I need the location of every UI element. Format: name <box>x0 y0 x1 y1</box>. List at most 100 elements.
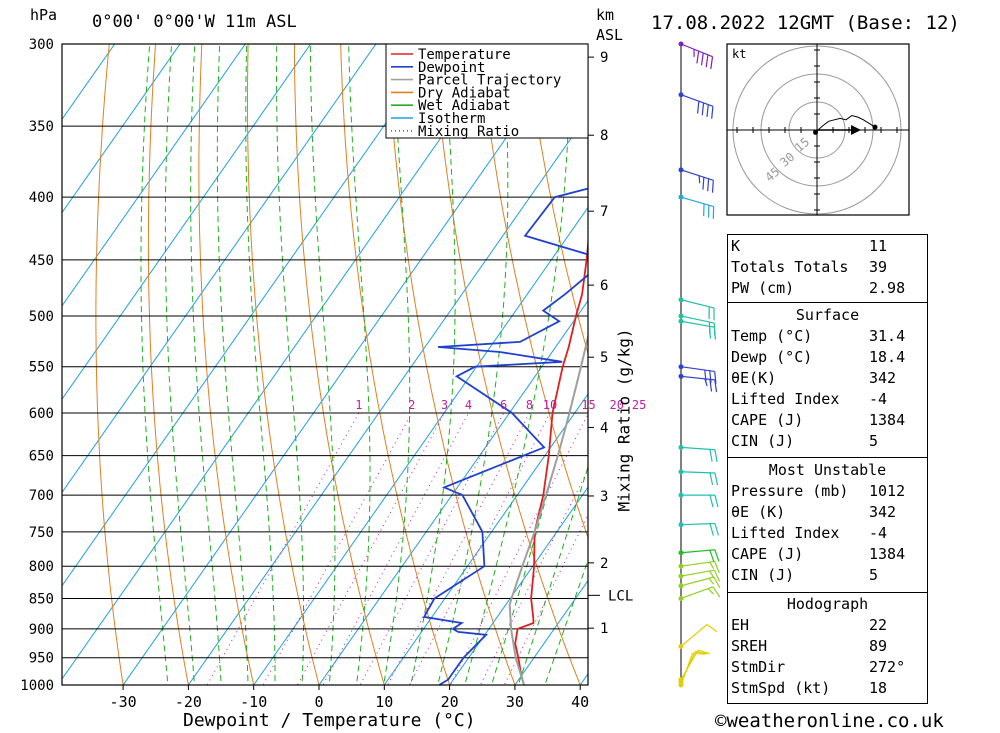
hodograph-stat-value: 22 <box>869 616 888 634</box>
most-unstable-value: 1012 <box>869 482 906 500</box>
surface-row: Lifted Index -4 <box>727 389 928 410</box>
wet-adiabat-line <box>383 44 411 685</box>
pressure-tick-label: 550 <box>29 360 54 376</box>
dry-adiabat-line <box>432 44 581 685</box>
surface-row: Dewp (°C) 18.4 <box>727 347 928 368</box>
surface-row: CAPE (J) 1384 <box>727 410 928 431</box>
index-label: PW (cm) <box>731 279 795 297</box>
hodograph-stats-table: Hodograph EH 22 SREH 89 StmDir 272° StmSpd (kt… <box>727 594 928 699</box>
mixing-ratio-line <box>322 412 469 685</box>
dry-adiabat-line <box>478 44 588 539</box>
legend-entry: Mixing Ratio <box>418 124 519 140</box>
wet-adiabat-line <box>245 44 276 685</box>
x-tick-label: -20 <box>175 693 202 711</box>
dry-adiabat-line <box>95 44 124 685</box>
most-unstable-row: θE (K) 342 <box>727 502 928 523</box>
wet-adiabat-line <box>464 44 571 685</box>
surface-row: θE(K) 342 <box>727 368 928 389</box>
index-label: Totals Totals <box>731 258 849 276</box>
hodograph-stat-value: 18 <box>869 679 888 697</box>
km-tick-label: 9 <box>600 50 608 66</box>
legend-entry: Dewpoint <box>418 60 485 76</box>
mixing-ratio-label: 25 <box>632 398 646 412</box>
most-unstable-label: θE (K) <box>731 503 786 521</box>
datetime-title: 17.08.2022 12GMT (Base: 12) <box>651 12 960 34</box>
surface-label: CAPE (J) <box>731 411 804 429</box>
most-unstable-row: CIN (J) 5 <box>727 565 928 586</box>
mixing-ratio-label: 1 <box>355 398 362 412</box>
km-tick-label: 3 <box>600 489 608 505</box>
copyright-link[interactable]: ©weatheronline.co.uk <box>715 710 944 732</box>
mixing-ratio-label: 8 <box>526 398 533 412</box>
most-unstable-row: CAPE (J) 1384 <box>727 544 928 565</box>
wet-adiabat-line <box>190 44 222 685</box>
wind-barb <box>678 297 715 321</box>
wet-adiabat-line <box>490 333 588 685</box>
lcl-label: LCL <box>608 588 633 604</box>
wind-barb <box>678 469 719 486</box>
wind-barb <box>678 313 716 336</box>
wet-adiabat-line <box>517 465 588 685</box>
dry-adiabat-line <box>340 44 451 685</box>
isotherm-line <box>187 113 588 685</box>
pressure-tick-label: 500 <box>29 309 54 325</box>
wet-adiabat-line <box>309 44 336 685</box>
most-unstable-label: CAPE (J) <box>731 545 804 563</box>
index-row: K 11 <box>727 236 928 257</box>
plot-frame <box>61 43 589 686</box>
surface-label: Dewp (°C) <box>731 348 813 366</box>
mixing-ratio-label: 20 <box>610 398 624 412</box>
wind-barb <box>678 444 718 463</box>
dry-adiabat-line <box>198 44 255 685</box>
most-unstable-row: Pressure (mb) 1012 <box>727 481 928 502</box>
mixing-ratio-label: 2 <box>408 398 415 412</box>
wet-adiabat-line <box>216 44 249 685</box>
pressure-tick-label: 450 <box>29 253 54 269</box>
index-label: K <box>731 237 741 255</box>
index-row: PW (cm) 2.98 <box>727 278 928 299</box>
index-value: 11 <box>869 237 888 255</box>
wind-barb <box>678 194 715 219</box>
most-unstable-value: -4 <box>869 524 888 542</box>
pressure-tick-label: 300 <box>29 37 54 53</box>
mixing-ratio-axis-label: Mixing Ratio (g/kg) <box>614 328 634 512</box>
wind-barb <box>678 522 719 536</box>
most-unstable-value: 1384 <box>869 545 906 563</box>
x-tick-label: -10 <box>240 693 267 711</box>
surface-value: 5 <box>869 432 879 450</box>
legend-entry: Isotherm <box>418 111 485 127</box>
wind-barb <box>678 560 720 574</box>
isotherm-line <box>514 579 588 685</box>
wind-barb <box>678 549 720 563</box>
isotherm-line <box>62 44 312 401</box>
wind-barb <box>678 649 711 683</box>
legend-entry: Wet Adiabat <box>418 98 511 114</box>
surface-row: CIN (J) 5 <box>727 431 928 452</box>
hodograph-stats-title: Hodograph <box>786 595 869 613</box>
pressure-tick-label: 950 <box>29 651 54 667</box>
most-unstable-label: CIN (J) <box>731 566 795 584</box>
wet-adiabat-line <box>410 44 456 685</box>
km-tick-label: 2 <box>600 556 608 572</box>
pressure-tick-label: 350 <box>29 119 54 135</box>
surface-value: 18.4 <box>869 348 906 366</box>
wind-barb <box>678 576 721 589</box>
parcel-trajectory-profile <box>508 332 588 685</box>
hodograph-stat-value: 272° <box>869 658 906 676</box>
pressure-tick-label: 600 <box>29 406 54 422</box>
isotherm-line <box>383 393 588 685</box>
km-tick-label: 7 <box>600 204 608 220</box>
hodograph-stats-box <box>727 592 928 704</box>
surface-label: Lifted Index <box>731 390 840 408</box>
most-unstable-table: Most Unstable Pressure (mb) 1012 θE (K) 342… <box>727 460 928 586</box>
wind-barb <box>678 569 721 582</box>
dry-adiabat-line <box>525 44 588 356</box>
hpa-unit-label: hPa <box>30 6 58 24</box>
wind-barb <box>678 364 717 384</box>
most-unstable-row: Lifted Index -4 <box>727 523 928 544</box>
wind-barb <box>678 624 718 649</box>
pressure-tick-label: 850 <box>29 591 54 607</box>
wet-adiabat-line <box>544 558 588 685</box>
mixing-ratio-line <box>206 412 360 685</box>
